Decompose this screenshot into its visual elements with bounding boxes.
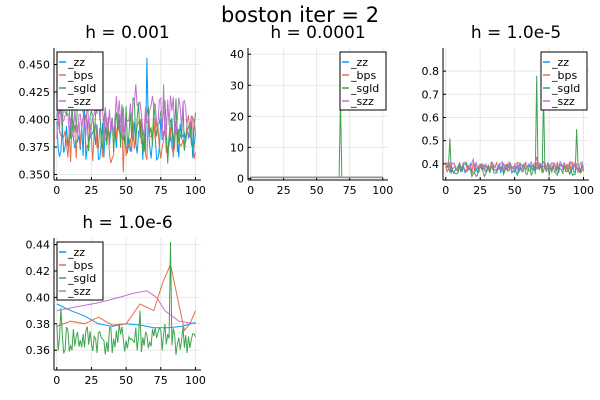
x-tick-label: 50 — [119, 184, 133, 197]
legend: _zz_bps_sgld_szz — [56, 241, 104, 301]
x-tick-label: 50 — [119, 374, 133, 387]
y-tick-label: 30 — [230, 79, 244, 92]
y-tick-label: 40 — [230, 48, 244, 61]
legend-label: _sgld — [551, 82, 580, 95]
figure-suptitle: boston iter = 2 — [221, 3, 379, 27]
legend-label: _bps — [350, 69, 376, 82]
y-tick-label: 0.8 — [422, 65, 440, 78]
legend-label: _sgld — [67, 82, 96, 95]
x-tick-label: 100 — [372, 184, 393, 197]
y-tick-label: 0.36 — [26, 344, 51, 357]
subplot-3: h = 1.0e-5 0 25 50 75 100 0.4 0.5 0.6 0.7 0.8 _zz_b… — [422, 23, 594, 197]
legend-label: _szz — [67, 95, 91, 108]
series-line-szz — [445, 156, 584, 173]
legend-label: _szz — [551, 95, 575, 108]
x-tick-label: 25 — [84, 374, 98, 387]
x-tick-label: 100 — [185, 184, 206, 197]
legend: _zz_bps_sgld_szz — [56, 51, 104, 111]
legend-label: _szz — [350, 95, 374, 108]
y-tick-label: 0.7 — [422, 88, 440, 101]
x-tick-label: 25 — [277, 184, 291, 197]
subplot-2: h = 0.0001 0 25 50 75 100 0 10 20 30 40 _zz_bps_sgl… — [230, 23, 393, 197]
y-tick-label: 0.400 — [19, 114, 51, 127]
x-tick-label: 75 — [542, 184, 556, 197]
x-tick-label: 75 — [154, 184, 168, 197]
legend-label: _sgld — [350, 82, 379, 95]
legend-label: _zz — [350, 56, 368, 69]
x-tick-label: 25 — [84, 184, 98, 197]
y-tick-label: 0.40 — [26, 291, 51, 304]
x-tick-label: 75 — [343, 184, 357, 197]
y-tick-label: 10 — [230, 141, 244, 154]
y-tick-label: 0.4 — [422, 158, 440, 171]
x-tick-label: 0 — [442, 184, 449, 197]
series-line-sgld — [56, 241, 196, 355]
y-tick-label: 0.6 — [422, 111, 440, 124]
legend: _zz_bps_sgld_szz — [339, 51, 387, 111]
legend-label: _bps — [67, 259, 93, 272]
x-tick-label: 0 — [53, 374, 60, 387]
subplot-1: h = 0.001 0 25 50 75 100 0.350 0.375 0.400 0.425 0… — [19, 23, 206, 197]
legend-label: _sgld — [67, 272, 96, 285]
y-tick-label: 20 — [230, 110, 244, 123]
x-tick-label: 0 — [53, 184, 60, 197]
series-line-szz — [56, 290, 196, 325]
y-tick-label: 0.5 — [422, 135, 440, 148]
y-tick-label: 0.350 — [19, 169, 51, 182]
legend: _zz_bps_sgld_szz — [540, 51, 588, 111]
y-tick-label: 0.450 — [19, 59, 51, 72]
subplot-4: h = 1.0e-6 0 25 50 75 100 0.36 0.38 0.40 0.42 0.44… — [26, 213, 206, 387]
y-tick-label: 0.44 — [26, 239, 51, 252]
x-tick-label: 100 — [573, 184, 594, 197]
legend-label: _zz — [67, 246, 85, 259]
y-tick-label: 0 — [237, 172, 244, 185]
x-tick-label: 100 — [185, 374, 206, 387]
legend-label: _bps — [67, 69, 93, 82]
x-tick-label: 0 — [247, 184, 254, 197]
y-tick-label: 0.425 — [19, 86, 51, 99]
series-line-szz — [56, 84, 196, 140]
series-line-bps — [56, 262, 196, 332]
x-tick-label: 50 — [310, 184, 324, 197]
subplot-title: h = 1.0e-5 — [471, 23, 561, 43]
series-line-bps — [56, 115, 196, 173]
y-tick-label: 0.42 — [26, 265, 51, 278]
x-tick-label: 25 — [473, 184, 487, 197]
y-tick-label: 0.38 — [26, 318, 51, 331]
y-tick-label: 0.375 — [19, 141, 51, 154]
subplot-title: h = 0.0001 — [270, 23, 365, 43]
x-tick-label: 50 — [508, 184, 522, 197]
legend-label: _zz — [551, 56, 569, 69]
x-tick-label: 75 — [154, 374, 168, 387]
subplot-title: h = 0.001 — [85, 23, 170, 43]
legend-label: _bps — [551, 69, 577, 82]
subplot-title: h = 1.0e-6 — [82, 213, 172, 233]
legend-label: _szz — [67, 285, 91, 298]
legend-label: _zz — [67, 56, 85, 69]
